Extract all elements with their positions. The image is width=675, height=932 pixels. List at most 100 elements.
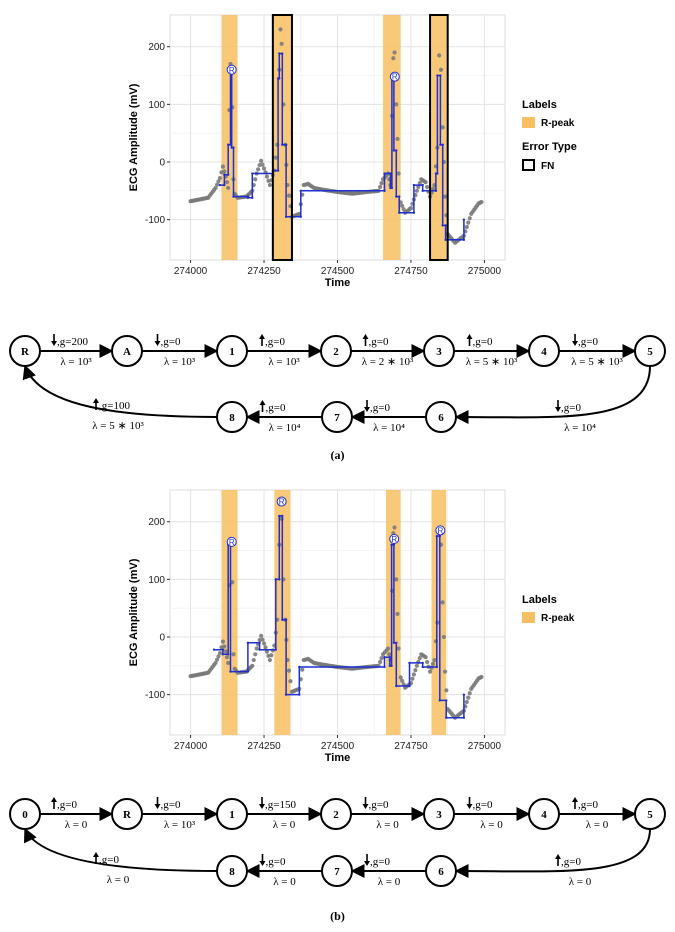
state-node-label: 5 (647, 346, 653, 358)
fit-point (438, 534, 441, 538)
x-tick-label: 274000 (174, 741, 208, 752)
signal-point (224, 180, 230, 185)
y-axis-label: ECG Amplitude (mV) (128, 83, 140, 191)
lambda-label: λ = 0 (569, 876, 592, 888)
y-tick-label: -100 (145, 215, 165, 226)
fit-point (445, 699, 448, 702)
signal-point (216, 179, 221, 184)
fit-point (278, 52, 281, 55)
signal-point (222, 169, 227, 174)
state-node (9, 798, 41, 830)
fit-point (392, 641, 396, 644)
fit-point (421, 665, 424, 669)
transition-arrow (454, 828, 651, 879)
fit-point (462, 716, 466, 719)
lambda-label: λ = 2 ∗ 10³ (362, 356, 414, 368)
state-node (320, 798, 352, 830)
signal-point (401, 207, 406, 212)
fit-point (232, 195, 235, 198)
r-marker (435, 525, 446, 536)
lambda-label: λ = 0 (65, 819, 88, 831)
signal-point (231, 652, 236, 657)
fit-point (218, 183, 222, 187)
rpeak-band (430, 15, 448, 260)
fit-point (299, 215, 302, 218)
signal-point (216, 654, 221, 659)
guard-label: ,g=0 (473, 336, 493, 348)
signal-point (288, 679, 293, 684)
signal-point (217, 176, 223, 181)
fit-point (383, 655, 386, 659)
lambda-label: λ = 0 (480, 819, 503, 831)
x-tick-label: 274000 (174, 266, 208, 277)
legend-title-labels: Labels (522, 594, 557, 606)
r-marker (226, 536, 237, 547)
rpeak-band (221, 15, 238, 260)
lambda-label: λ = 5 ∗ 10³ (92, 420, 144, 432)
signal-point (273, 155, 278, 160)
guard-label: ,g=0 (578, 336, 598, 348)
x-tick-label: 274500 (321, 741, 355, 752)
signal-point (378, 659, 383, 665)
signal-point (440, 600, 445, 605)
state-node (634, 335, 666, 367)
guard-label: ,g=0 (161, 799, 181, 811)
signal-point (214, 182, 220, 187)
signal-point (394, 577, 399, 582)
signal-point (253, 177, 258, 182)
state-node-label: 6 (438, 412, 444, 424)
signal-point (261, 166, 267, 171)
lambda-label: λ = 10³ (60, 356, 92, 368)
fit-point (223, 173, 226, 176)
lambda-label: λ = 10³ (268, 356, 300, 368)
fit-point (229, 143, 232, 146)
transition-arrow (22, 364, 218, 418)
guard-label: ,g=0 (161, 336, 181, 348)
ecg-chart-a: R R 274000 274250 274500 274750 275000 -100 0 100… (128, 14, 577, 289)
signal-point (442, 194, 448, 199)
r-marker-label: R (392, 73, 398, 82)
down-arrowhead-icon (51, 341, 57, 346)
signal-point (479, 674, 484, 680)
signal-point (286, 668, 292, 673)
fit-point (223, 183, 226, 187)
signal-point (217, 651, 223, 656)
guard-label: ,g=0 (99, 854, 119, 866)
signal-point (224, 655, 230, 660)
fit-point (284, 143, 288, 146)
x-tick-label: 274750 (394, 741, 428, 752)
down-arrowhead-icon (154, 341, 161, 346)
up-arrowhead-icon (51, 797, 57, 802)
signal-point (395, 136, 400, 142)
fit-point (284, 618, 288, 621)
fit-point (284, 693, 288, 696)
transition-arrow (454, 365, 651, 425)
up-arrowhead-icon (93, 398, 99, 403)
down-arrowhead-icon (572, 341, 578, 346)
up-arrowhead-icon (259, 334, 265, 339)
signal-point (467, 216, 472, 221)
signal-point (226, 660, 231, 666)
fit-point (299, 189, 302, 193)
state-node-label: 4 (541, 809, 547, 821)
fit-point (412, 211, 416, 214)
fit-point (221, 648, 225, 651)
signal-point (269, 653, 274, 658)
signal-point (392, 50, 397, 55)
fit-point (251, 196, 254, 199)
guard-label: ,g=0 (561, 402, 581, 414)
r-marker (276, 496, 287, 507)
fit-point (212, 648, 216, 651)
signal-point (213, 185, 218, 191)
signal-point (466, 220, 471, 225)
fit-point (408, 684, 411, 688)
signal-point (423, 180, 428, 185)
fit-point (435, 534, 439, 538)
signal-point (253, 652, 258, 657)
rpeak-band (221, 490, 238, 735)
state-node (320, 335, 352, 367)
fit-point (412, 183, 416, 187)
fit-point (274, 648, 277, 651)
fit-point (390, 543, 393, 546)
signal-point (267, 657, 273, 663)
